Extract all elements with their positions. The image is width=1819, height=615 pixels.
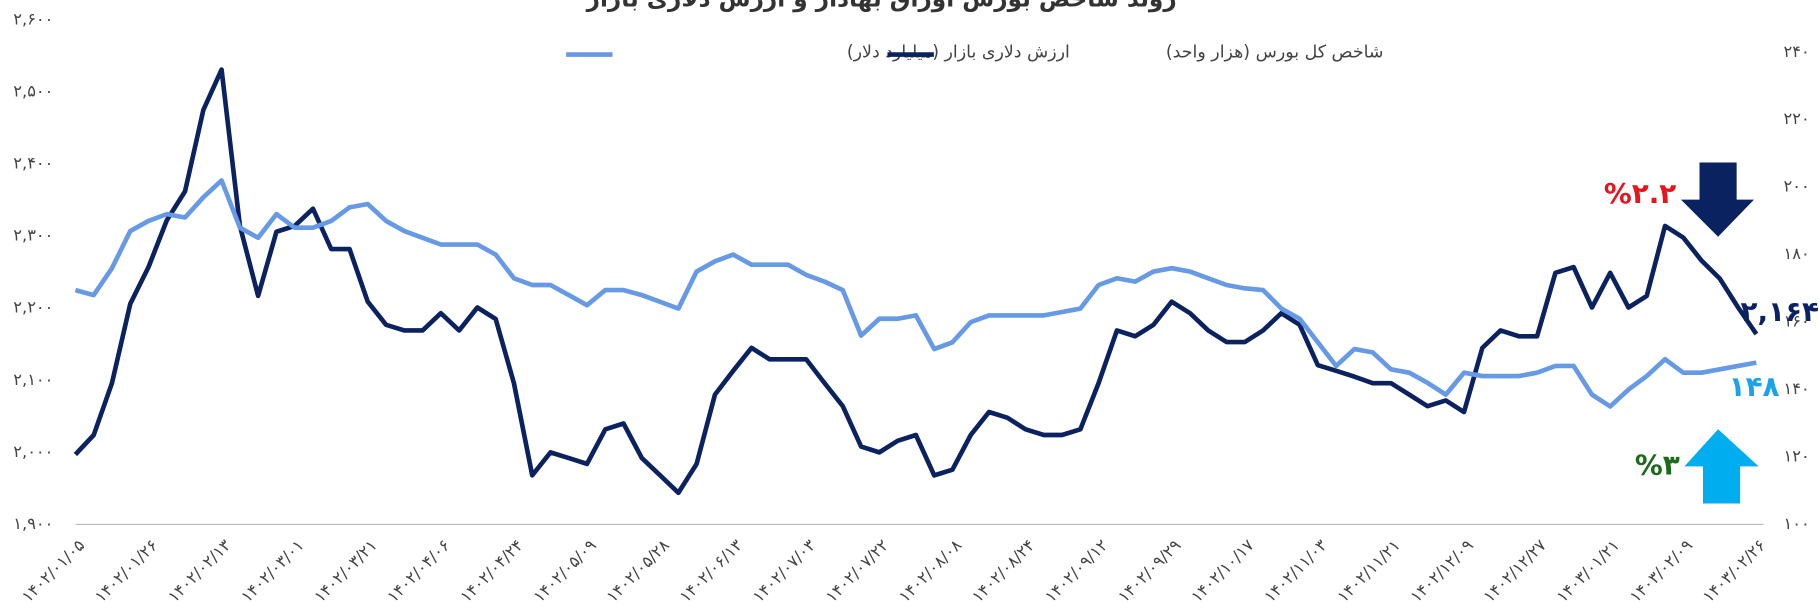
x-tick-label: ۱۴۰۳/۰۲/۲۶ [1699,536,1770,607]
x-tick-label: ۱۴۰۲/۰۴/۰۶ [383,536,454,607]
x-tick-label: ۱۴۰۲/۰۹/۲۹ [1114,536,1185,607]
line-series [74,178,1757,409]
y-tick-label: ۲,۱۰۰ [13,370,53,389]
value-label: ۱۴۸ [1729,370,1780,403]
y-tick-label: ۲,۴۰۰ [13,153,53,172]
x-tick-label: ۱۴۰۲/۰۳/۲۱ [310,536,381,607]
x-tick-label: ۱۴۰۲/۱۰/۱۷ [1187,535,1258,606]
y2-tick-label: ۲۰۰ [1784,177,1810,196]
y-tick-label: ۲,۰۰۰ [13,442,53,461]
x-tick-label: ۱۴۰۲/۰۵/۰۹ [529,536,600,607]
y2-tick-label: ۱۲۰ [1784,446,1810,465]
y2-tick-label: ۱۴۰ [1784,379,1810,398]
y2-tick-label: ۱۶۰ [1784,312,1810,331]
x-tick-label: ۱۴۰۲/۰۶/۱۳ [676,535,747,606]
line-series [73,67,1759,496]
y-tick-label: ۲,۲۰۰ [13,298,53,317]
chart-title: روند شاخص بورس اوراق بهادار و ارزش دلاری… [586,0,1177,13]
x-tick-label: ۱۴۰۲/۰۸/۰۸ [895,535,966,606]
x-tick-label: ۱۴۰۲/۰۴/۲۴ [456,536,527,607]
y-tick-label: ۲,۶۰۰ [13,9,53,28]
annotation: %۲.۲ [1604,177,1676,210]
x-tick-label: ۱۴۰۲/۰۳/۰۱ [237,536,308,607]
down-arrow [1680,162,1755,237]
x-tick-label: ۱۴۰۲/۰۷/۲۲ [822,536,893,607]
x-tick-label: ۱۴۰۲/۰۱/۲۶ [91,536,162,607]
legend-label: ارزش دلاری بازار (میلیارد دلار) [847,42,1070,62]
x-tick-label: ۱۴۰۲/۰۹/۱۲ [1041,536,1112,607]
x-tick-label: ۱۴۰۲/۰۷/۰۳ [749,535,820,606]
x-tick-label: ۱۴۰۲/۰۲/۱۳ [164,535,235,606]
value-label: ۲,۱۶۴ [1740,295,1819,328]
y2-tick-label: ۲۲۰ [1784,109,1810,128]
x-tick-label: ۱۴۰۲/۱۲/۰۹ [1406,536,1477,607]
annotation: %۳ [1635,448,1680,481]
x-tick-label: ۱۴۰۲/۱۱/۰۳ [1260,535,1331,606]
x-tick-label: ۱۴۰۲/۰۵/۲۸ [603,535,674,606]
x-tick-label: ۱۴۰۲/۰۱/۰۵ [18,536,89,607]
y2-tick-label: ۱۸۰ [1784,244,1810,263]
x-tick-label: ۱۴۰۲/۱۲/۲۷ [1480,535,1551,606]
y-tick-label: ۲,۳۰۰ [13,226,53,245]
x-tick-label: ۱۴۰۲/۱۱/۲۱ [1333,536,1404,607]
x-tick-label: ۱۴۰۳/۰۲/۰۹ [1626,536,1697,607]
y2-tick-label: ۲۴۰ [1784,42,1810,61]
x-tick-label: ۱۴۰۳/۰۱/۲۱ [1553,536,1624,607]
legend-label: شاخص کل بورس (هزار واحد) [1166,42,1384,62]
x-tick-label: ۱۴۰۲/۰۸/۲۴ [968,536,1039,607]
y2-tick-label: ۱۰۰ [1784,514,1810,533]
y-tick-label: ۲,۵۰۰ [13,81,53,100]
y-tick-label: ۱,۹۰۰ [13,514,53,533]
up-arrow [1684,429,1759,504]
